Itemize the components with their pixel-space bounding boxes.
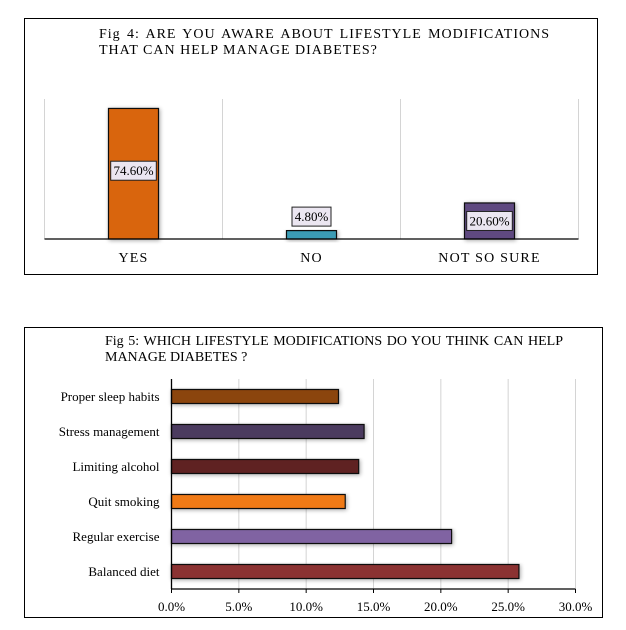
fig4-title: Fig 4: ARE YOU AWARE ABOUT LIFESTYLE MOD… <box>99 27 550 58</box>
bar-proper-sleep-habits <box>170 388 340 405</box>
x-tick-label: 25.0% <box>491 599 525 614</box>
bar-regular-exercise <box>170 528 453 545</box>
category-label-balanced-diet: Balanced diet <box>88 564 159 579</box>
category-label-no: NO <box>300 251 323 266</box>
data-label-box <box>466 210 513 231</box>
category-label-stress-management: Stress management <box>59 424 160 439</box>
bar-limiting-alcohol <box>170 458 360 475</box>
x-tick-label: 30.0% <box>559 599 593 614</box>
category-label-not-so-sure: NOT SO SURE <box>438 251 540 266</box>
x-tick-label: 10.0% <box>289 599 323 614</box>
data-label-not-so-sure: 20.60% <box>466 210 513 231</box>
x-tick-label: 5.0% <box>225 599 252 614</box>
fig5-plot: 0.0% 5.0% 10.0% 15.0% 20.0% 25.0% 30.0% Proper … <box>59 379 593 614</box>
fig5-chart: Fig 5: WHICH LIFESTYLE MODIFICATIONS DO … <box>24 327 603 618</box>
category-label-regular-exercise: Regular exercise <box>73 529 160 544</box>
data-label-box <box>291 206 332 227</box>
data-label-text: 74.60% <box>113 163 153 178</box>
x-tick-label: 15.0% <box>357 599 391 614</box>
data-label-text: 4.80% <box>295 209 329 224</box>
bar-stress-management <box>170 423 365 440</box>
fig4-chart: Fig 4: ARE YOU AWARE ABOUT LIFESTYLE MOD… <box>24 18 598 275</box>
category-label-limiting-alcohol: Limiting alcohol <box>72 459 159 474</box>
data-label-box <box>110 160 157 181</box>
x-tick-label: 20.0% <box>424 599 458 614</box>
bar-quit-smoking <box>170 493 346 510</box>
category-label-yes: YES <box>118 251 148 266</box>
category-label-quit-smoking: Quit smoking <box>88 494 160 509</box>
data-label-no: 4.80% <box>291 206 332 227</box>
bar-no <box>285 230 338 240</box>
fig4-plot: 74.60% YES 4.80% NO 20.60% NOT SO SURE <box>44 99 579 266</box>
data-label-yes: 74.60% <box>110 160 157 181</box>
bar-balanced-diet <box>170 563 520 580</box>
category-label-proper-sleep-habits: Proper sleep habits <box>61 389 160 404</box>
x-tick-label: 0.0% <box>158 599 185 614</box>
fig5-title: Fig 5: WHICH LIFESTYLE MODIFICATIONS DO … <box>105 334 563 365</box>
data-label-text: 20.60% <box>469 213 509 228</box>
